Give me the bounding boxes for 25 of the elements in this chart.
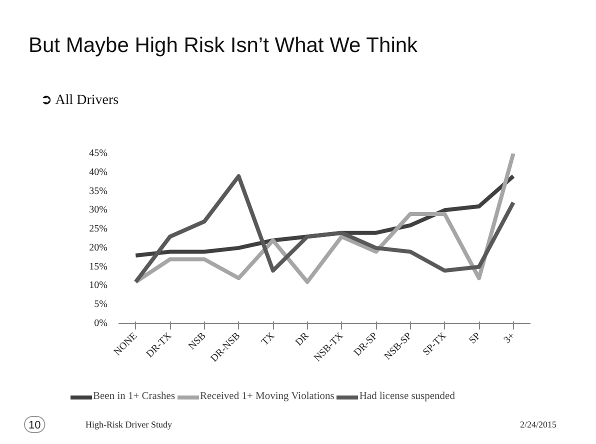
y-tick-label: 0%	[94, 318, 108, 329]
legend-label: Been in 1+ Crashes	[93, 391, 176, 402]
x-tick-label: NSB	[186, 330, 208, 352]
x-tick-label: DR	[294, 330, 312, 348]
y-tick-label: 35%	[89, 186, 108, 197]
text: 2/24/2015	[520, 420, 557, 430]
y-tick-label: 45%	[89, 148, 108, 159]
legend-label: Had license suspended	[359, 391, 455, 402]
y-tick-label: 15%	[89, 261, 108, 272]
text: High-Risk Driver Study	[86, 420, 172, 430]
x-tick-label: 3+	[502, 330, 518, 346]
y-tick-label: 10%	[89, 280, 108, 292]
x-tick-label: SP	[467, 330, 484, 346]
chart-subtitle: ➲ All Drivers	[40, 93, 119, 108]
chart-title: But Maybe High Risk Isn’t What We Think	[28, 34, 418, 57]
x-tick-label: TX	[260, 330, 278, 348]
line-series	[134, 154, 516, 284]
y-tick-label: 25%	[89, 224, 108, 235]
y-tick-label: 40%	[89, 166, 108, 178]
y-tick-label: 30%	[89, 204, 108, 216]
y-tick-label: 5%	[94, 299, 108, 310]
line-series	[134, 174, 516, 284]
legend-label: Received 1+ Moving Violations	[200, 391, 334, 402]
text: 10	[28, 420, 41, 432]
y-tick-label: 20%	[89, 242, 108, 254]
